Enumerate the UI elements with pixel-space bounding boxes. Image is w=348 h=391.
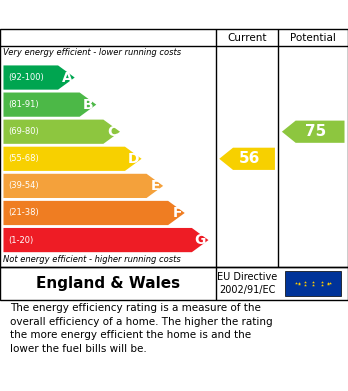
- Text: C: C: [107, 125, 118, 139]
- Text: Current: Current: [227, 32, 267, 43]
- Polygon shape: [3, 174, 163, 198]
- Text: (21-38): (21-38): [9, 208, 39, 217]
- Polygon shape: [3, 147, 142, 171]
- Polygon shape: [3, 93, 96, 117]
- Text: (69-80): (69-80): [9, 127, 39, 136]
- Text: G: G: [195, 233, 206, 247]
- Text: F: F: [173, 206, 182, 220]
- Text: (81-91): (81-91): [9, 100, 39, 109]
- Text: England & Wales: England & Wales: [36, 276, 180, 291]
- Text: (39-54): (39-54): [9, 181, 39, 190]
- Polygon shape: [219, 148, 275, 170]
- Text: (55-68): (55-68): [9, 154, 39, 163]
- Polygon shape: [3, 201, 185, 225]
- Text: Potential: Potential: [290, 32, 336, 43]
- Text: The energy efficiency rating is a measure of the
overall efficiency of a home. T: The energy efficiency rating is a measur…: [10, 303, 273, 354]
- Text: (92-100): (92-100): [9, 73, 45, 82]
- Bar: [285, 271, 341, 296]
- Polygon shape: [3, 120, 120, 144]
- Text: Very energy efficient - lower running costs: Very energy efficient - lower running co…: [3, 48, 182, 57]
- Polygon shape: [3, 65, 75, 90]
- Polygon shape: [3, 228, 208, 252]
- Text: 56: 56: [239, 151, 260, 166]
- Text: Energy Efficiency Rating: Energy Efficiency Rating: [60, 5, 288, 23]
- Polygon shape: [282, 120, 345, 143]
- Text: B: B: [83, 98, 94, 111]
- Text: (1-20): (1-20): [9, 235, 34, 244]
- Text: 75: 75: [305, 124, 326, 139]
- Text: D: D: [128, 152, 139, 166]
- Text: EU Directive
2002/91/EC: EU Directive 2002/91/EC: [217, 272, 277, 295]
- Text: A: A: [62, 70, 72, 84]
- Text: E: E: [151, 179, 161, 193]
- Text: Not energy efficient - higher running costs: Not energy efficient - higher running co…: [3, 255, 181, 264]
